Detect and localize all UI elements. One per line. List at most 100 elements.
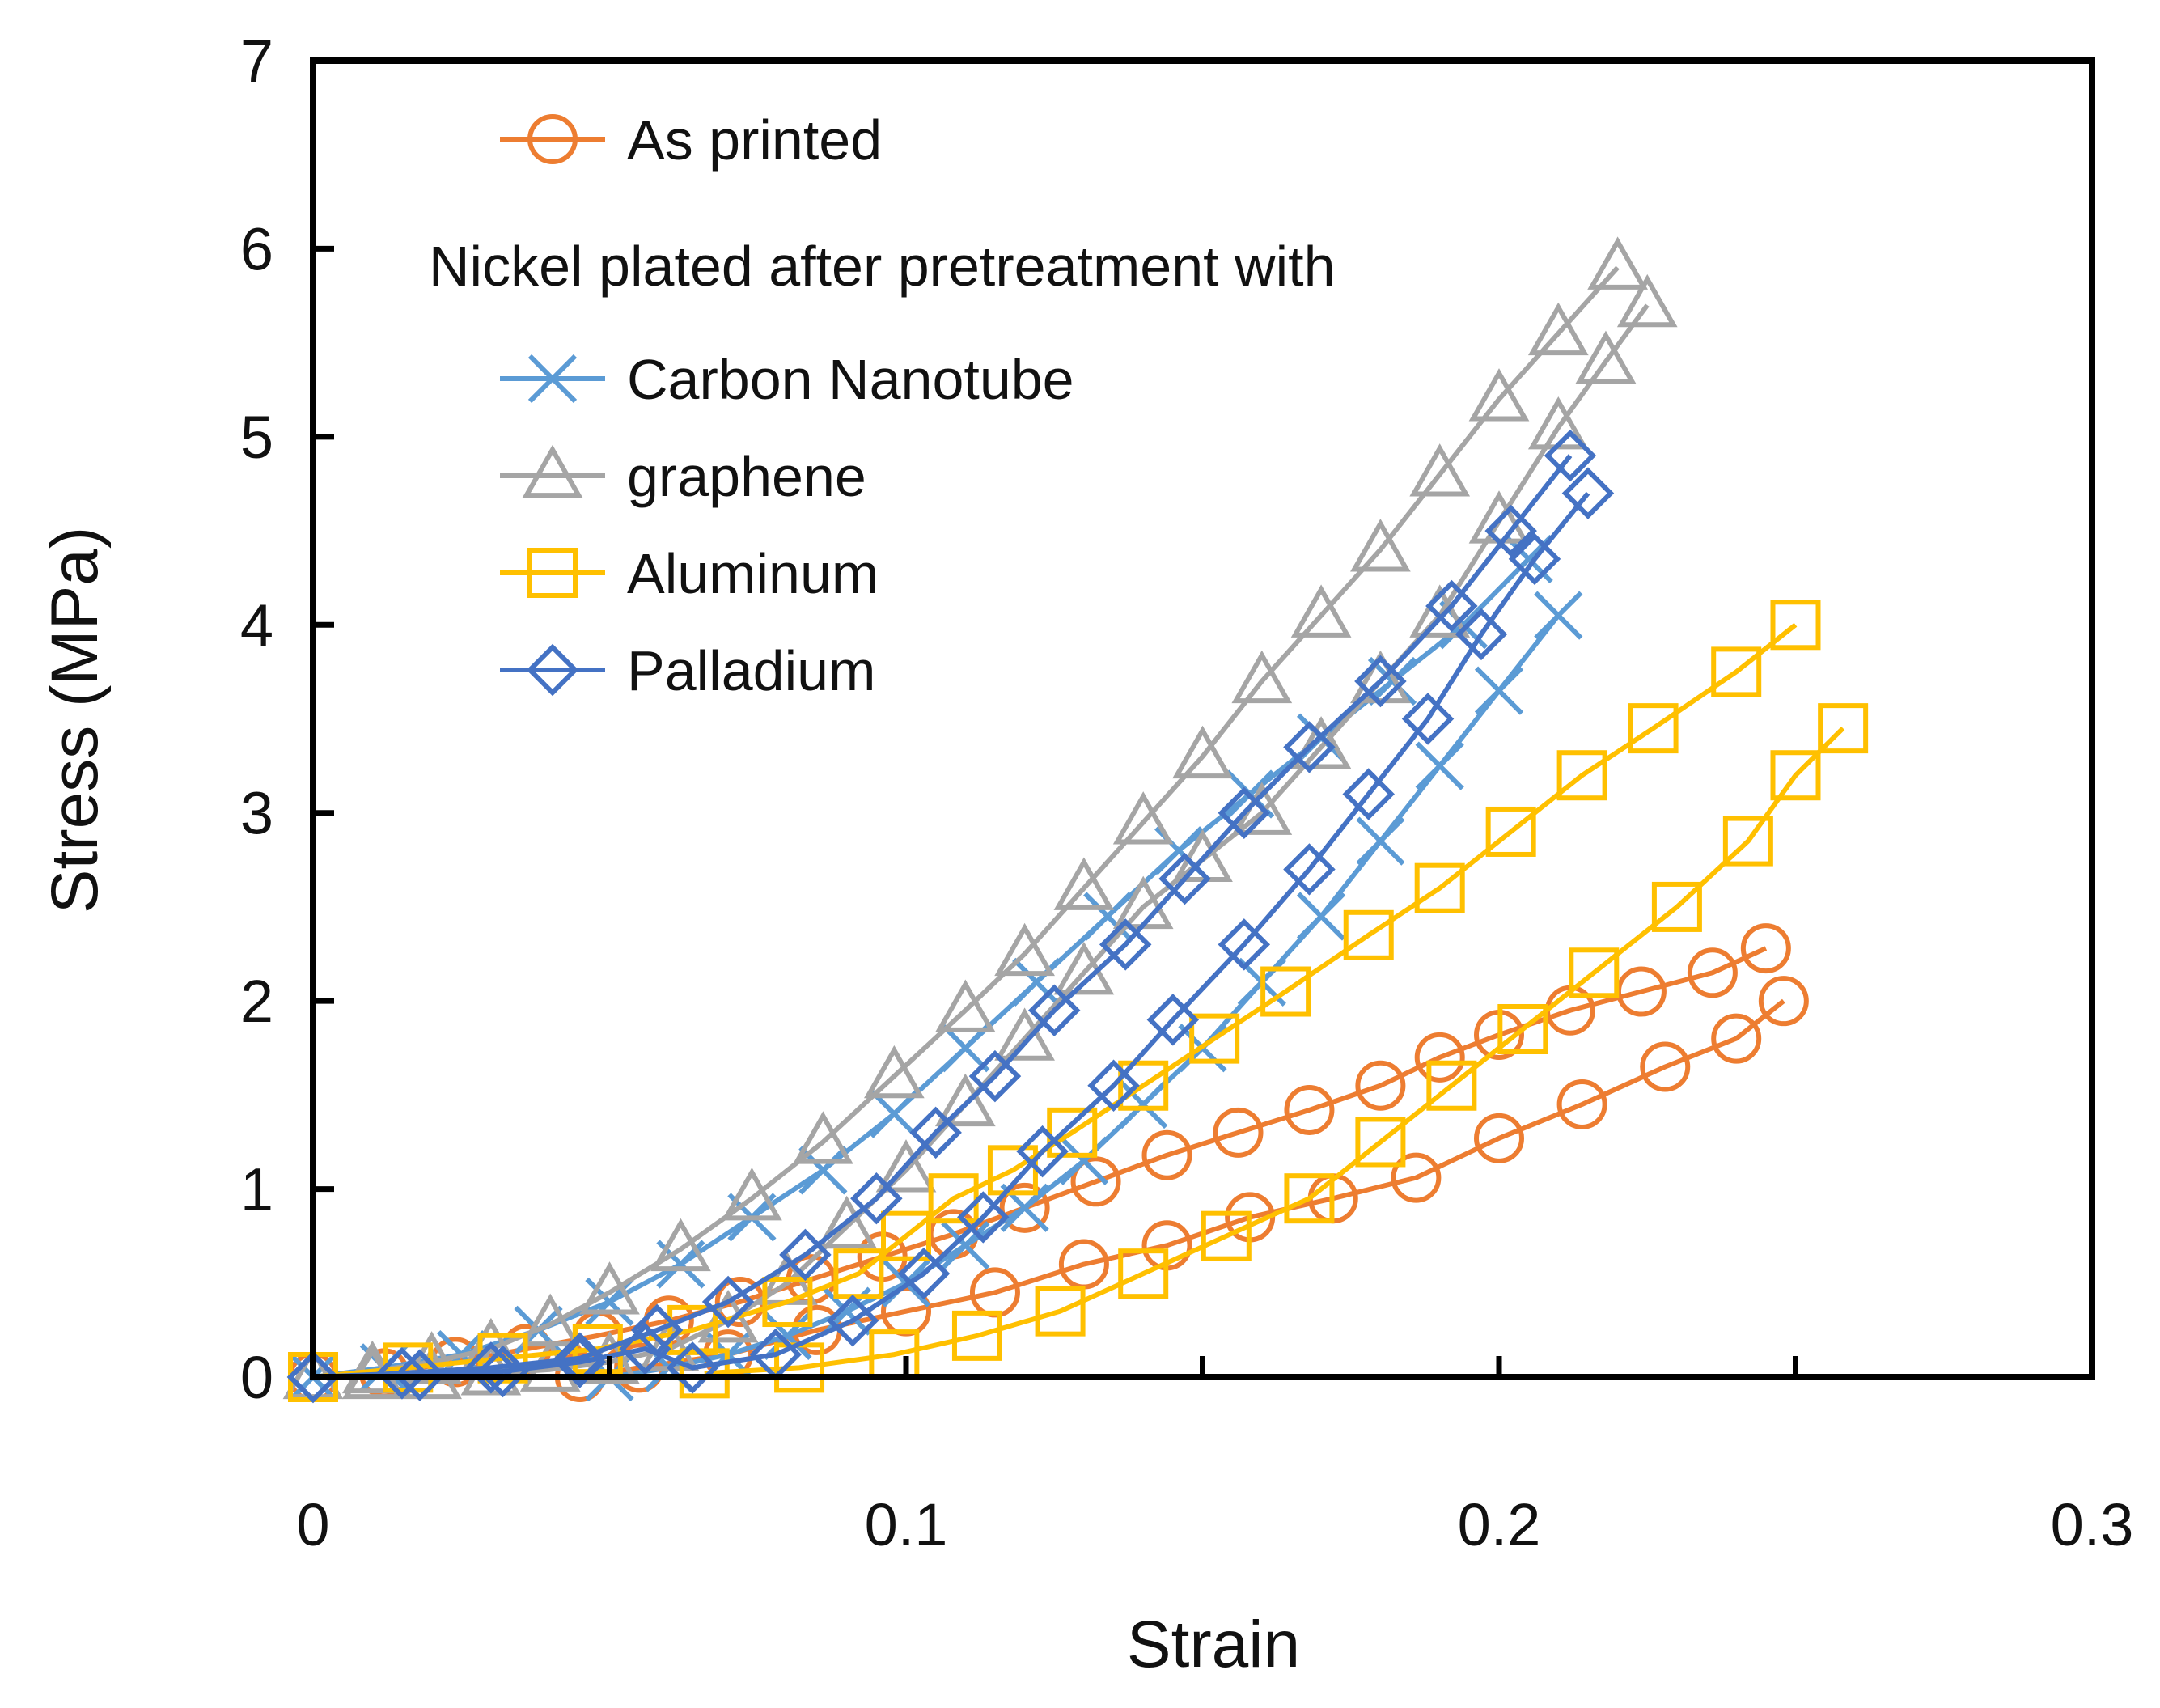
data-point-as-printed-unloading <box>1711 1013 1762 1064</box>
data-point-aluminum-unloading <box>951 1310 1002 1361</box>
data-point-as-printed-loading <box>1687 947 1738 998</box>
data-point-as-printed-loading <box>1355 1060 1406 1111</box>
data-point-aluminum-unloading <box>1651 881 1702 932</box>
data-point-as-printed-unloading <box>1474 1113 1524 1163</box>
data-point-palladium-loading <box>1354 655 1407 708</box>
data-point-graphene-unloading <box>1616 273 1678 328</box>
data-point-carbon-nanotube-loading <box>585 1277 634 1327</box>
data-point-as-printed-loading <box>1414 1032 1465 1083</box>
data-point-graphene-loading <box>579 1261 640 1315</box>
data-point-graphene-loading <box>1290 584 1352 638</box>
series-line-palladium-loading <box>312 454 1573 1380</box>
y-tick-label: 6 <box>240 215 273 282</box>
data-point-palladium-unloading <box>957 1191 1010 1244</box>
data-point-graphene-loading <box>934 979 996 1032</box>
legend-label-palladium: Palladium <box>627 639 875 702</box>
data-point-aluminum-loading <box>1189 1013 1240 1064</box>
legend-marker-graphene <box>522 444 583 498</box>
data-point-graphene-loading <box>1112 791 1174 845</box>
data-point-aluminum-unloading <box>1355 1117 1406 1168</box>
data-point-graphene-unloading <box>1172 829 1233 882</box>
data-point-palladium-loading <box>1099 918 1152 971</box>
legend-item-aluminum: Aluminum <box>500 542 879 605</box>
data-point-carbon-nanotube-loading <box>870 1089 919 1138</box>
legend-item-palladium: Palladium <box>500 639 875 702</box>
data-point-aluminum-unloading <box>1569 947 1620 998</box>
data-point-palladium-unloading <box>1508 532 1561 586</box>
data-point-palladium-loading <box>701 1275 755 1329</box>
data-point-aluminum-loading <box>1556 750 1607 801</box>
data-point-as-printed-unloading <box>1758 976 1809 1027</box>
data-point-graphene-unloading <box>816 1195 878 1249</box>
data-point-as-printed-unloading <box>1391 1152 1442 1203</box>
y-tick-label: 1 <box>240 1156 273 1223</box>
series-line-aluminum-unloading <box>704 726 1845 1376</box>
data-point-graphene-loading <box>863 1045 925 1099</box>
data-point-aluminum-unloading <box>1722 816 1773 867</box>
data-point-aluminum-unloading <box>1035 1286 1086 1337</box>
data-point-as-printed-unloading <box>1556 1079 1607 1129</box>
data-point-palladium-unloading <box>1087 1059 1140 1112</box>
data-point-carbon-nanotube-unloading <box>1474 666 1524 715</box>
data-point-aluminum-unloading <box>1818 703 1869 754</box>
data-point-palladium-loading <box>909 1106 962 1159</box>
data-point-palladium-unloading <box>1016 1125 1069 1178</box>
y-tick-label: 2 <box>240 968 273 1035</box>
data-point-aluminum-unloading <box>1770 750 1821 801</box>
data-point-palladium-unloading <box>286 1350 340 1404</box>
data-point-palladium-loading <box>779 1228 832 1282</box>
data-point-aluminum-unloading <box>1201 1210 1252 1261</box>
data-point-carbon-nanotube-unloading <box>1059 1136 1109 1185</box>
data-point-aluminum-loading <box>1711 646 1762 697</box>
data-point-graphene-loading <box>1587 236 1648 290</box>
legend-marker-carbon-nanotube <box>527 354 578 404</box>
data-point-palladium-loading <box>1283 721 1336 773</box>
data-point-as-printed-loading <box>1141 1129 1192 1180</box>
y-tick-label: 0 <box>240 1344 273 1411</box>
data-point-aluminum-loading <box>1628 703 1679 754</box>
data-point-carbon-nanotube-unloading <box>1534 591 1583 640</box>
data-point-palladium-loading <box>553 1332 607 1384</box>
y-tick-label: 3 <box>240 780 273 847</box>
data-point-aluminum-loading <box>833 1248 884 1299</box>
data-point-carbon-nanotube-loading <box>1012 957 1061 1007</box>
data-point-graphene-unloading <box>875 1139 937 1193</box>
legend: As printed Carbon Nanotube graphene Aluminu… <box>429 108 1336 702</box>
data-point-palladium-unloading <box>619 1322 671 1375</box>
data-point-graphene-unloading <box>1575 330 1637 384</box>
series-aluminum <box>288 600 1869 1402</box>
data-point-graphene-loading <box>1350 519 1411 572</box>
data-point-palladium-unloading <box>1146 994 1200 1046</box>
data-point-palladium-unloading <box>666 1341 719 1394</box>
data-point-as-printed-unloading <box>1640 1041 1691 1092</box>
data-point-palladium-unloading <box>897 1247 951 1300</box>
data-point-palladium-loading <box>1484 504 1537 557</box>
data-point-aluminum-unloading <box>1118 1248 1169 1299</box>
data-point-palladium-unloading <box>1561 467 1615 519</box>
y-tick-label: 7 <box>240 28 273 95</box>
data-point-palladium-unloading <box>553 1336 607 1388</box>
data-point-carbon-nanotube-unloading <box>1356 816 1405 866</box>
data-point-palladium-loading <box>375 1347 429 1400</box>
data-point-carbon-nanotube-unloading <box>1296 892 1346 941</box>
data-point-carbon-nanotube-unloading <box>941 1221 990 1270</box>
data-point-graphene-unloading <box>1290 716 1352 769</box>
series-line-graphene-unloading <box>372 303 1650 1380</box>
x-tick-label: 0 <box>296 1491 329 1558</box>
data-point-aluminum-loading <box>1343 909 1394 960</box>
data-point-graphene-loading <box>722 1167 782 1221</box>
legend-marker-aluminum <box>527 548 578 598</box>
data-point-palladium-unloading <box>1218 918 1271 971</box>
x-tick-label: 0.3 <box>2051 1491 2134 1558</box>
data-point-aluminum-unloading <box>1284 1173 1335 1224</box>
series-palladium <box>286 429 1615 1404</box>
data-point-carbon-nanotube-unloading <box>1415 741 1464 790</box>
data-point-graphene-loading <box>1172 725 1233 779</box>
data-point-as-printed-loading <box>1070 1156 1121 1207</box>
legend-label-aluminum: Aluminum <box>627 542 879 605</box>
data-point-as-printed-loading <box>1284 1084 1335 1135</box>
legend-item-graphene: graphene <box>500 444 866 508</box>
data-point-palladium-loading <box>1425 579 1478 633</box>
